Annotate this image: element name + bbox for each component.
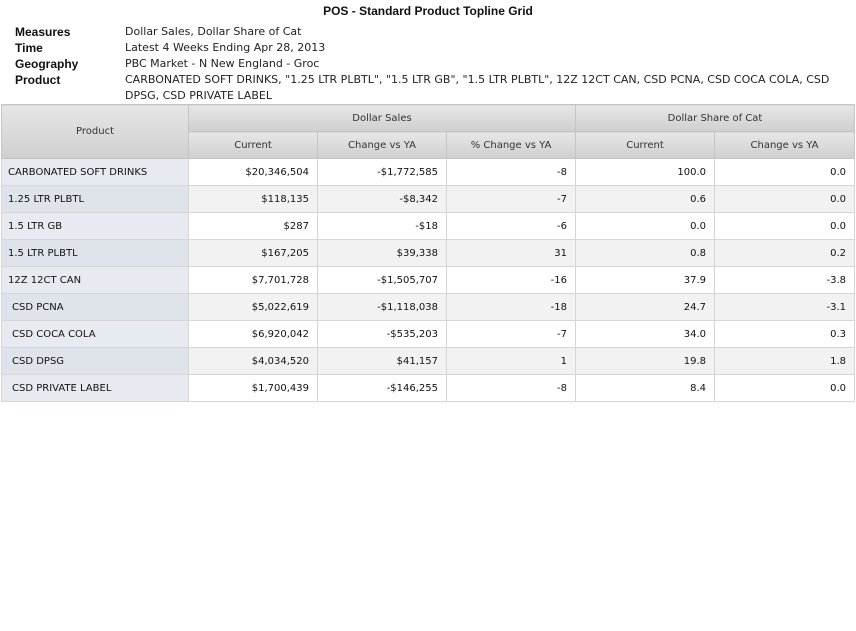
column-header-pct-change-vs-ya[interactable]: % Change vs YA	[446, 131, 576, 159]
product-name-cell: 1.5 LTR PLBTL	[1, 239, 189, 267]
value-cell: -$18	[317, 212, 447, 240]
value-cell: $41,157	[317, 347, 447, 375]
value-cell: -8	[446, 374, 576, 402]
value-cell: $287	[188, 212, 318, 240]
criteria-value: Dollar Sales, Dollar Share of Cat	[125, 25, 302, 38]
value-cell: 0.6	[575, 185, 715, 213]
value-cell: $39,338	[317, 239, 447, 267]
value-cell: 0.2	[714, 239, 855, 267]
criteria-label: Geography	[15, 57, 79, 71]
report-criteria: Measures Dollar Sales, Dollar Share of C…	[15, 24, 855, 104]
value-cell: -$1,505,707	[317, 266, 447, 294]
value-cell: -8	[446, 158, 576, 186]
value-cell: $1,700,439	[188, 374, 318, 402]
table-row[interactable]: CSD PRIVATE LABEL $1,700,439 -$146,255 -…	[1, 374, 855, 402]
product-name-cell: 12Z 12CT CAN	[1, 266, 189, 294]
criteria-geography: Geography PBC Market - N New England - G…	[15, 56, 855, 72]
value-cell: -7	[446, 320, 576, 348]
value-cell: 0.0	[714, 212, 855, 240]
table-row[interactable]: CSD COCA COLA $6,920,042 -$535,203 -7 34…	[1, 320, 855, 348]
topline-grid: Product Dollar Sales Dollar Share of Cat…	[1, 104, 855, 402]
value-cell: 37.9	[575, 266, 715, 294]
value-cell: -$146,255	[317, 374, 447, 402]
table-row[interactable]: 12Z 12CT CAN $7,701,728 -$1,505,707 -16 …	[1, 266, 855, 294]
value-cell: -$8,342	[317, 185, 447, 213]
value-cell: -6	[446, 212, 576, 240]
criteria-value: PBC Market - N New England - Groc	[125, 57, 320, 70]
group-header-dollar-share: Dollar Share of Cat	[575, 104, 855, 132]
value-cell: 0.3	[714, 320, 855, 348]
table-row[interactable]: 1.5 LTR GB $287 -$18 -6 0.0 0.0	[1, 212, 855, 240]
criteria-value: CARBONATED SOFT DRINKS, "1.25 LTR PLBTL"…	[125, 73, 830, 102]
column-header-current[interactable]: Current	[188, 131, 318, 159]
column-header-change-vs-ya[interactable]: Change vs YA	[317, 131, 447, 159]
value-cell: $5,022,619	[188, 293, 318, 321]
value-cell: -$1,772,585	[317, 158, 447, 186]
product-name-cell: CSD COCA COLA	[1, 320, 189, 348]
value-cell: 31	[446, 239, 576, 267]
product-name-cell: 1.5 LTR GB	[1, 212, 189, 240]
value-cell: 34.0	[575, 320, 715, 348]
product-name-cell: CSD PCNA	[1, 293, 189, 321]
value-cell: 8.4	[575, 374, 715, 402]
value-cell: $4,034,520	[188, 347, 318, 375]
value-cell: 24.7	[575, 293, 715, 321]
group-header-dollar-sales: Dollar Sales	[188, 104, 576, 132]
value-cell: 0.0	[575, 212, 715, 240]
value-cell: $167,205	[188, 239, 318, 267]
criteria-label: Measures	[15, 25, 71, 39]
criteria-label: Time	[15, 41, 43, 55]
value-cell: 19.8	[575, 347, 715, 375]
table-row[interactable]: CSD PCNA $5,022,619 -$1,118,038 -18 24.7…	[1, 293, 855, 321]
value-cell: $6,920,042	[188, 320, 318, 348]
table-row[interactable]: 1.5 LTR PLBTL $167,205 $39,338 31 0.8 0.…	[1, 239, 855, 267]
criteria-measures: Measures Dollar Sales, Dollar Share of C…	[15, 24, 855, 40]
table-row[interactable]: 1.25 LTR PLBTL $118,135 -$8,342 -7 0.6 0…	[1, 185, 855, 213]
value-cell: $7,701,728	[188, 266, 318, 294]
product-name-cell: CSD PRIVATE LABEL	[1, 374, 189, 402]
value-cell: -3.8	[714, 266, 855, 294]
table-row[interactable]: CSD DPSG $4,034,520 $41,157 1 19.8 1.8	[1, 347, 855, 375]
value-cell: 100.0	[575, 158, 715, 186]
value-cell: $118,135	[188, 185, 318, 213]
value-cell: 1.8	[714, 347, 855, 375]
product-name-cell: CARBONATED SOFT DRINKS	[1, 158, 189, 186]
value-cell: -7	[446, 185, 576, 213]
value-cell: -3.1	[714, 293, 855, 321]
value-cell: 0.8	[575, 239, 715, 267]
value-cell: -$1,118,038	[317, 293, 447, 321]
value-cell: 1	[446, 347, 576, 375]
value-cell: -16	[446, 266, 576, 294]
value-cell: 0.0	[714, 185, 855, 213]
value-cell: -$535,203	[317, 320, 447, 348]
product-name-cell: CSD DPSG	[1, 347, 189, 375]
criteria-value: Latest 4 Weeks Ending Apr 28, 2013	[125, 41, 326, 54]
criteria-product: Product CARBONATED SOFT DRINKS, "1.25 LT…	[15, 72, 855, 104]
column-header-share-change-vs-ya[interactable]: Change vs YA	[714, 131, 855, 159]
table-row[interactable]: CARBONATED SOFT DRINKS $20,346,504 -$1,7…	[1, 158, 855, 186]
value-cell: 0.0	[714, 158, 855, 186]
value-cell: $20,346,504	[188, 158, 318, 186]
product-name-cell: 1.25 LTR PLBTL	[1, 185, 189, 213]
report-title: POS - Standard Product Topline Grid	[323, 4, 533, 18]
column-header-product[interactable]: Product	[1, 104, 189, 159]
value-cell: 0.0	[714, 374, 855, 402]
criteria-time: Time Latest 4 Weeks Ending Apr 28, 2013	[15, 40, 855, 56]
value-cell: -18	[446, 293, 576, 321]
column-header-share-current[interactable]: Current	[575, 131, 715, 159]
criteria-label: Product	[15, 73, 61, 87]
